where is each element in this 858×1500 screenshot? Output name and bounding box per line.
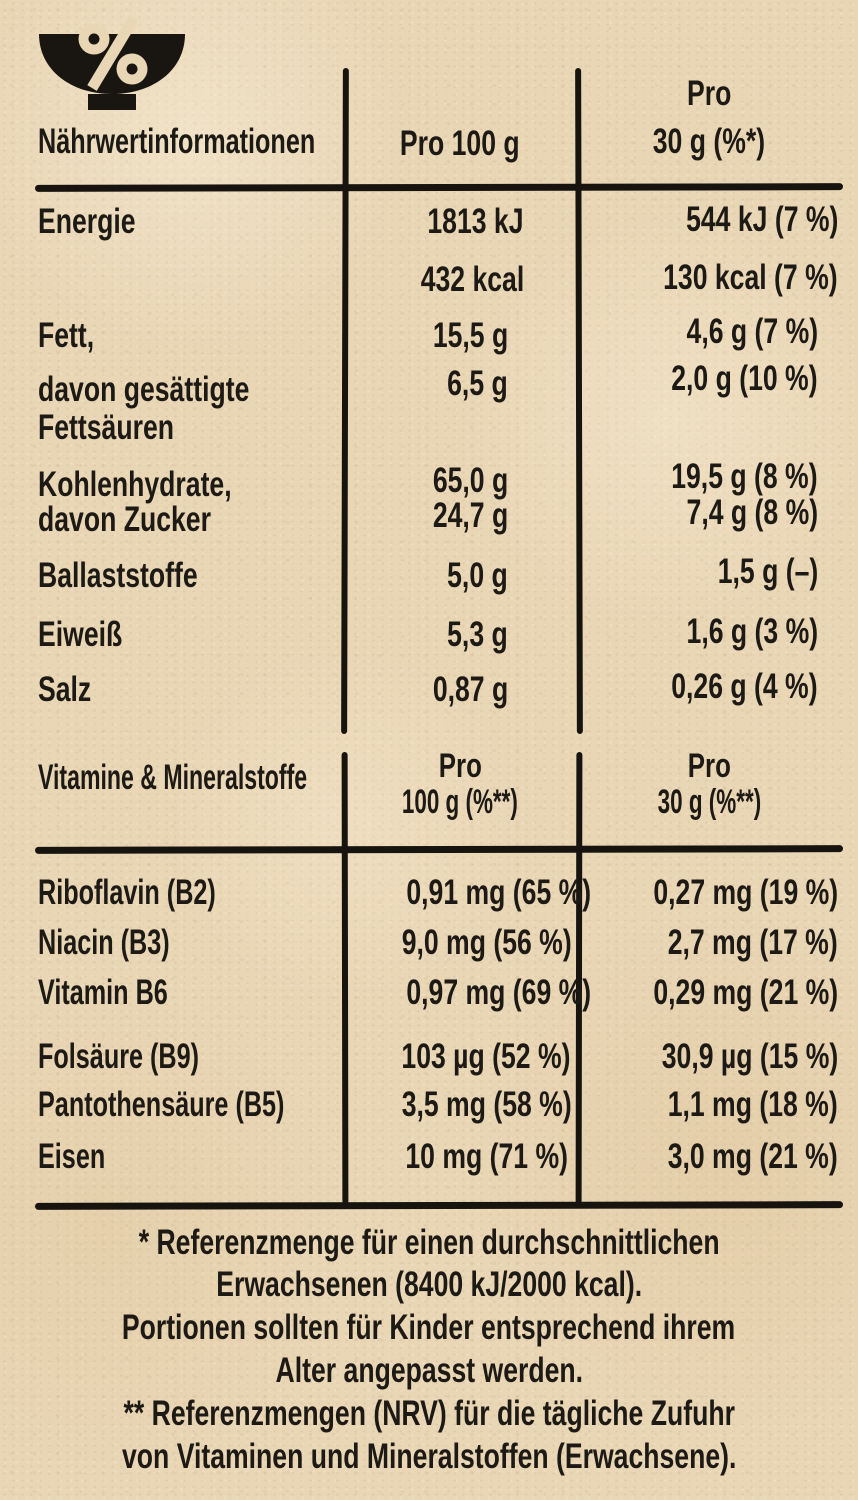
footnote-line: Erwachsenen (8400 kJ/2000 kcal). (216, 1265, 642, 1304)
nutrient-label: Ballaststoffe (38, 556, 198, 595)
footnote-line: * Referenzmenge für einen durchschnittli… (138, 1223, 720, 1262)
value-per-30g: 7,4 g (8 %) (686, 493, 818, 532)
value-per-30g: 3,0 mg (21 %) (667, 1137, 838, 1176)
value-per-30g: 544 kJ (7 %) (685, 200, 838, 239)
nutrient-label: davon Zucker (38, 500, 211, 539)
value-per-100g: 3,5 mg (58 %) (401, 1085, 572, 1124)
nutrient-label: Energie (38, 202, 136, 241)
footnote-line: Portionen sollten für Kinder entsprechen… (122, 1308, 736, 1347)
header-rule (34, 183, 844, 192)
vitamin-label: Riboflavin (B2) (38, 873, 216, 912)
value-per-100g: 0,97 mg (69 %) (406, 973, 592, 1012)
value-per-30g: 1,5 g (–) (717, 552, 818, 591)
value-per-100g: 15,5 g (432, 316, 508, 355)
value-per-30g: 0,29 mg (21 %) (653, 973, 838, 1012)
vitamin-label: Eisen (38, 1137, 106, 1176)
nutrient-label: davon gesättigte (38, 370, 250, 409)
vitamins-header-per-100g: Pro (438, 747, 482, 785)
vitamin-label: Folsäure (B9) (38, 1037, 200, 1076)
value-per-30g: 130 kcal (7 %) (663, 258, 838, 297)
value-per-30g: 1,6 g (3 %) (686, 612, 818, 651)
value-per-100g: 5,3 g (447, 615, 508, 654)
nutrient-label: Eiweiß (38, 615, 123, 654)
footnote-line: ** Referenzmengen (NRV) für die tägliche… (123, 1394, 735, 1433)
value-per-30g: 0,27 mg (19 %) (653, 873, 838, 912)
value-per-30g: 4,6 g (7 %) (686, 312, 818, 351)
bottom-rule (34, 1201, 844, 1210)
nutrient-label: Fett, (38, 316, 95, 355)
value-per-100g: 5,0 g (447, 556, 508, 595)
value-per-30g: 19,5 g (8 %) (671, 457, 818, 496)
value-per-100g: 0,91 mg (65 %) (406, 873, 592, 912)
nutrient-label: Fettsäuren (38, 408, 174, 447)
value-per-100g: 6,5 g (447, 364, 508, 403)
vitamins-title: Vitamine & Mineralstoffe (38, 758, 308, 797)
value-per-30g: 2,7 mg (17 %) (667, 923, 838, 962)
value-per-30g: 1,1 mg (18 %) (667, 1085, 838, 1124)
column-header-per-100g: Pro 100 g (400, 124, 520, 163)
percent-bowl-icon (39, 15, 185, 110)
vitamin-label: Vitamin B6 (38, 973, 168, 1012)
value-per-100g: 0,87 g (432, 670, 508, 709)
vitamins-header-per-30g: 30 g (%**) (657, 783, 761, 821)
vitamin-label: Pantothensäure (B5) (38, 1085, 285, 1124)
table-title: Nährwertinformationen (38, 122, 316, 161)
value-per-100g: 65,0 g (432, 461, 508, 500)
value-per-100g: 10 mg (71 %) (405, 1137, 568, 1176)
vitamins-header-per-30g: Pro (687, 747, 731, 785)
value-per-100g: 432 kcal (420, 260, 524, 299)
value-per-30g: 2,0 g (10 %) (671, 359, 818, 398)
value-per-100g: 103 µg (52 %) (401, 1037, 571, 1076)
value-per-100g: 1813 kJ (427, 202, 524, 241)
value-per-100g: 9,0 mg (56 %) (401, 923, 572, 962)
vitamins-rule (34, 845, 844, 854)
value-per-100g: 24,7 g (432, 496, 508, 535)
vitamins-header-per-100g: 100 g (%**) (401, 783, 518, 821)
footnote-line: von Vitaminen und Mineralstoffen (Erwach… (121, 1437, 737, 1476)
value-per-30g: 0,26 g (4 %) (671, 667, 818, 706)
vitamin-label: Niacin (B3) (38, 923, 170, 962)
nutrient-label: Kohlenhydrate, (38, 465, 232, 504)
column-header-per-30g: 30 g (%*) (652, 122, 766, 161)
footnote-line: Alter angepasst werden. (275, 1351, 583, 1390)
nutrient-label: Salz (38, 670, 92, 709)
column-header-per-30g: Pro (686, 74, 732, 113)
value-per-30g: 30,9 µg (15 %) (661, 1037, 838, 1076)
